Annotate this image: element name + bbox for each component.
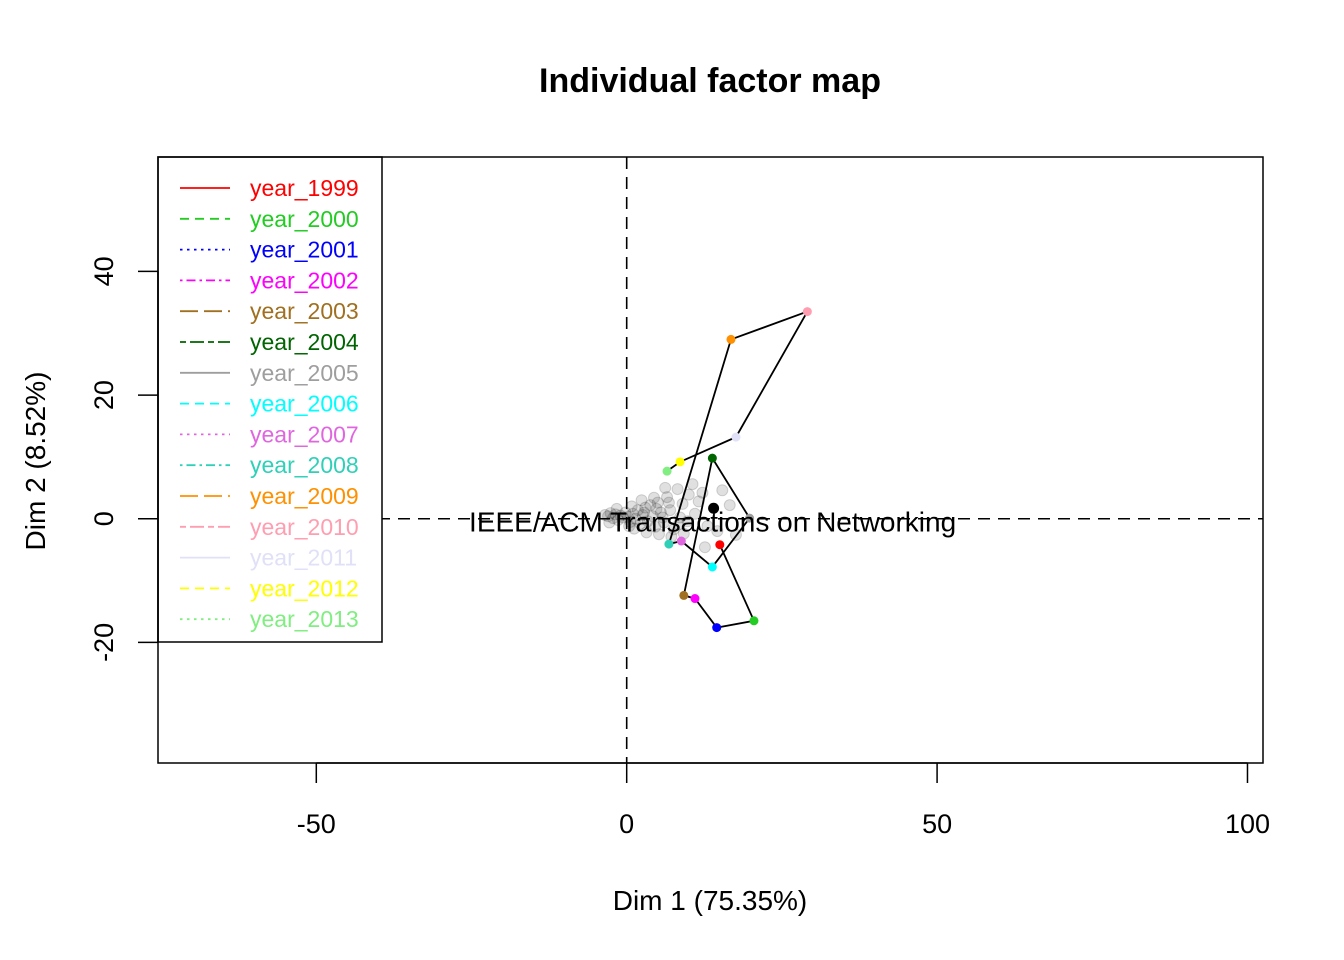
background-individual-point <box>701 520 714 533</box>
background-individual-point <box>634 517 647 530</box>
legend-label: year_2013 <box>250 606 359 632</box>
background-individual-point <box>603 516 616 529</box>
background-individual-point <box>612 513 625 526</box>
background-individual-point <box>641 515 654 528</box>
y-tick-label: 0 <box>89 511 119 526</box>
y-axis-label: Dim 2 (8.52%) <box>20 372 51 551</box>
legend-label: year_2009 <box>250 483 359 509</box>
trajectory <box>662 307 812 633</box>
year-2011-point <box>731 432 741 442</box>
x-tick-label: 100 <box>1225 809 1270 839</box>
background-individual-point <box>625 500 638 513</box>
year-2004-point <box>707 453 717 463</box>
background-individual-point <box>716 484 729 497</box>
background-individual-point <box>656 511 669 524</box>
year-1999-point <box>715 540 725 550</box>
background-individual-point <box>635 494 648 507</box>
background-individual-point <box>648 491 661 504</box>
year-2008-point <box>664 539 674 549</box>
legend-label: year_2000 <box>250 206 359 232</box>
chart-title: Individual factor map <box>539 62 881 100</box>
y-tick-label: 20 <box>89 380 119 410</box>
background-individual-point <box>664 504 677 517</box>
background-individual-point <box>662 496 675 509</box>
background-individual-point <box>659 481 672 494</box>
year-2002-point <box>690 594 700 604</box>
background-individual-point <box>636 509 649 522</box>
year-2006-point <box>707 562 717 572</box>
background-individual-point <box>604 507 617 520</box>
year-2005-point <box>745 513 755 523</box>
background-individual-point <box>644 499 657 512</box>
background-individual-point <box>602 510 615 523</box>
background-individual-point <box>616 511 629 524</box>
highlighted-individual-label: IEEE/ACM Transactions on Networking <box>469 507 956 538</box>
year-2009-point <box>726 334 736 344</box>
background-individual-point <box>628 522 641 535</box>
background-individual-point <box>650 502 663 515</box>
legend-label: year_2006 <box>250 391 359 417</box>
background-individual-point <box>723 499 736 512</box>
background-individual-point <box>609 508 622 521</box>
trajectory-path <box>666 309 810 629</box>
legend-label: year_2003 <box>250 298 359 324</box>
legend-label: year_2001 <box>250 237 359 263</box>
legend-box <box>157 156 383 643</box>
legend-label: year_1999 <box>250 175 359 201</box>
legend-label: year_2005 <box>250 360 359 386</box>
background-individual-point <box>652 528 665 541</box>
year-2001-point <box>712 623 722 633</box>
background-individual-point <box>657 516 670 529</box>
background-individual-point <box>623 520 636 533</box>
background-individual-point <box>624 515 637 528</box>
y-tick-label: 40 <box>89 256 119 286</box>
background-individual-point <box>629 512 642 525</box>
x-axis-label: Dim 1 (75.35%) <box>613 885 808 916</box>
background-individual-point <box>631 504 644 517</box>
x-tick-label: -50 <box>297 809 336 839</box>
year-2013-point <box>662 466 672 476</box>
x-tick-label: 0 <box>619 809 634 839</box>
background-individual-point <box>649 520 662 533</box>
legend-label: year_2004 <box>250 329 359 355</box>
legend-label: year_2007 <box>250 421 359 447</box>
year-2007-point <box>676 536 686 546</box>
background-individual-point <box>598 509 611 522</box>
legend-label: year_2002 <box>250 267 359 293</box>
year-2000-point <box>749 616 759 626</box>
highlighted-individual-point <box>708 502 720 514</box>
x-tick-label: 50 <box>922 809 952 839</box>
background-individual-point <box>614 509 627 522</box>
background-individual-point <box>638 506 651 519</box>
background-individuals <box>598 478 742 554</box>
background-individual-point <box>619 506 632 519</box>
background-individual-point <box>681 515 694 528</box>
background-individual-point <box>698 541 711 554</box>
background-individual-point <box>671 483 684 496</box>
year-2012-point <box>675 457 685 467</box>
y-tick-label: -20 <box>89 623 119 662</box>
legend-label: year_2011 <box>250 545 357 571</box>
highlighted-individual-layer: IEEE/ACM Transactions on Networking <box>469 502 956 538</box>
legend-label: year_2012 <box>250 575 359 601</box>
y-axis: -20 0 20 40 <box>89 256 159 662</box>
background-individual-point <box>639 501 652 514</box>
year-2003-point <box>679 590 689 600</box>
background-individual-point <box>610 502 623 515</box>
background-individual-point <box>661 491 674 504</box>
legend: year_1999 year_2000 year_2001 year_2002year… <box>157 156 383 643</box>
background-individual-point <box>654 506 667 519</box>
background-individual-point <box>651 496 664 509</box>
background-individual-point <box>607 512 620 525</box>
background-individual-point <box>621 510 634 523</box>
background-individual-point <box>626 507 639 520</box>
background-individual-point <box>640 526 653 539</box>
legend-label: year_2008 <box>250 452 359 478</box>
legend-label: year_2010 <box>250 514 359 540</box>
background-individual-point <box>711 525 724 538</box>
year-2010-point <box>802 307 812 317</box>
background-individual-point <box>646 510 659 523</box>
x-axis: -50 0 50 100 <box>297 762 1270 839</box>
